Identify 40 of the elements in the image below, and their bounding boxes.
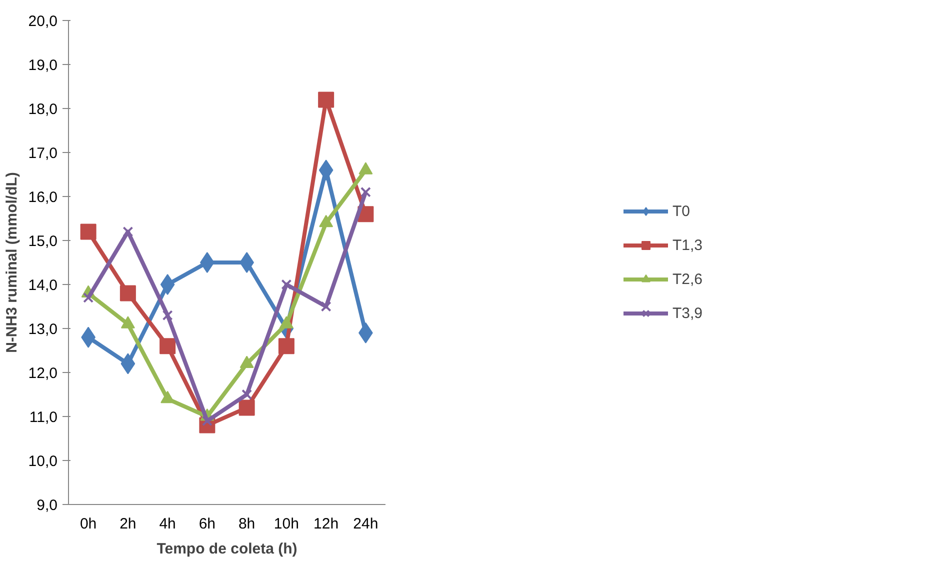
legend-label: T0: [672, 202, 691, 220]
y-tick-label: 15,0: [28, 233, 58, 250]
point: [278, 338, 294, 354]
y-tick-label: 10,0: [28, 453, 58, 470]
legend-label: T2,6: [672, 270, 703, 288]
x-tick-label: 8h: [238, 516, 256, 532]
x-tick-label: 10h: [274, 516, 299, 532]
x-tick-label: 4h: [159, 516, 176, 532]
legend-label: T1,3: [672, 236, 703, 254]
point: [160, 274, 175, 295]
y-tick-label: 18,0: [28, 101, 58, 118]
x-tick-label: 0h: [80, 516, 97, 532]
point: [318, 92, 334, 108]
point: [80, 224, 96, 240]
point: [120, 285, 136, 302]
x-tick-label: 24h: [353, 516, 378, 532]
y-axis-title: N-NH3 ruminal (mmol/dL): [3, 172, 20, 353]
y-tick-label: 16,0: [28, 189, 58, 206]
y-tick-label: 19,0: [28, 57, 58, 74]
y-tick-label: 17,0: [28, 145, 58, 162]
x-tick-label: 6h: [198, 516, 216, 532]
point: [281, 279, 292, 290]
point: [83, 292, 94, 303]
legend-label: T3,9: [672, 304, 703, 322]
point: [162, 310, 173, 321]
point: [242, 389, 252, 400]
x-axis-title: Tempo de coleta (h): [156, 540, 298, 558]
point: [122, 226, 134, 237]
x-tick-label: 12h: [314, 516, 339, 532]
y-tick-label: 9,0: [36, 497, 58, 514]
y-tick-label: 20,0: [28, 13, 58, 30]
y-tick-label: 13,0: [28, 321, 58, 338]
y-tick-label: 12,0: [28, 365, 58, 382]
point: [160, 338, 176, 354]
x-tick-label: 2h: [120, 516, 136, 532]
point: [360, 186, 371, 198]
point: [238, 400, 255, 416]
y-tick-label: 11,0: [29, 409, 58, 426]
y-tick-label: 14,0: [28, 277, 58, 294]
point: [320, 301, 332, 312]
